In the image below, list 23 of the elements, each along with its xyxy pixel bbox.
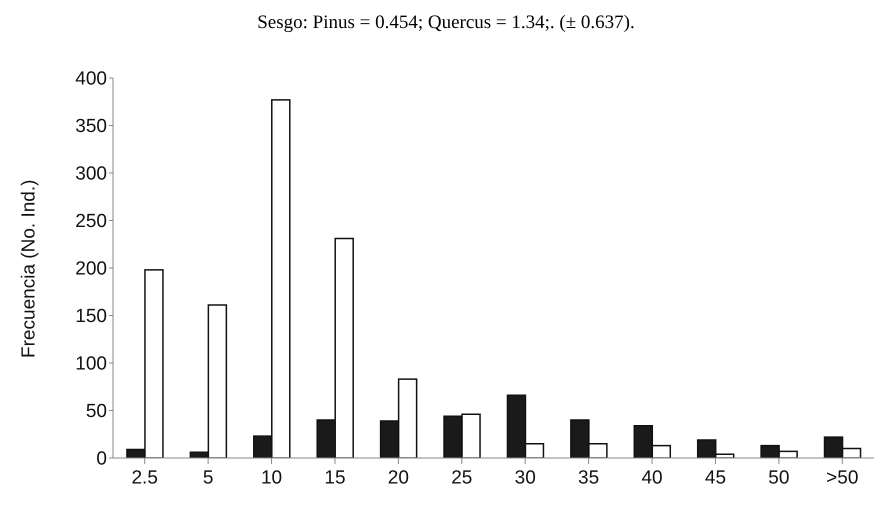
x-tick-label: 20 <box>388 467 409 488</box>
y-tick-label: 50 <box>86 401 107 422</box>
x-tick-label: >50 <box>826 467 858 488</box>
y-tick-label: 0 <box>96 448 107 470</box>
x-tick-label: 2.5 <box>131 467 158 488</box>
x-tick-label: 40 <box>641 467 663 488</box>
y-tick-label: 200 <box>75 258 107 280</box>
y-tick-label: 300 <box>75 164 107 185</box>
y-tick-label: 250 <box>75 211 107 232</box>
y-tick-label: 100 <box>75 354 107 375</box>
x-tick-label: 5 <box>202 467 214 488</box>
x-tick-label: 45 <box>704 467 726 488</box>
x-tick-label: 35 <box>578 467 600 488</box>
y-axis-title: Frecuencia (No. Ind.) <box>18 180 40 358</box>
x-tick-label: 50 <box>768 467 790 488</box>
y-tick-label: 400 <box>75 68 107 90</box>
chart-title: Sesgo: Pinus = 0.454; Quercus = 1.34;. (± 0.637). <box>256 11 636 35</box>
x-tick-label: 15 <box>324 467 346 488</box>
y-tick-label: 150 <box>75 306 107 328</box>
y-tick-label: 350 <box>75 116 107 138</box>
x-tick-label: 25 <box>451 467 472 488</box>
x-tick-label: 10 <box>260 467 282 488</box>
x-tick-label: 30 <box>514 467 536 488</box>
